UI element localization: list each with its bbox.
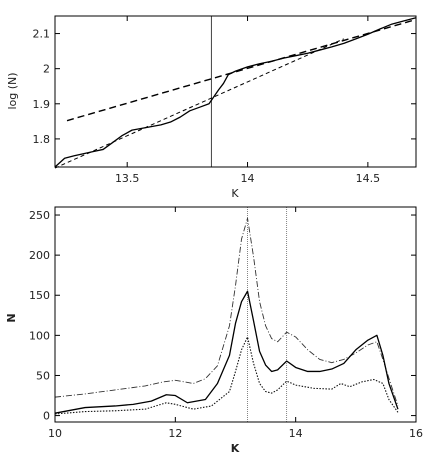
- top-y-tick-label: 2.1: [33, 28, 51, 41]
- bottom-vertical-lines: [247, 207, 288, 422]
- top-x-tick-label: 14: [241, 172, 255, 185]
- bottom-y-tick-label: 150: [29, 289, 50, 302]
- top-x-axis-label: K: [231, 187, 239, 200]
- bottom-series-line-0: [54, 217, 399, 407]
- top-series-line-1: [66, 18, 417, 122]
- top-series-line-2: [54, 38, 345, 169]
- bottom-x-tick-label: 16: [409, 427, 423, 440]
- top-panel: 13.5 14 14.5 1.8 1.9 2 2.1 K log (N): [6, 15, 417, 200]
- bottom-panel: 10 12 14 16 0 50 100 150 200 250 K N: [5, 206, 423, 455]
- top-y-tick-label: 1.9: [33, 98, 51, 111]
- bottom-series-line-2: [54, 336, 399, 415]
- top-y-tick-label: 2: [43, 63, 50, 76]
- top-x-tick-label: 14.5: [356, 172, 381, 185]
- bottom-y-tick-label: 0: [43, 410, 50, 423]
- bottom-x-axis-label: K: [231, 442, 240, 455]
- bottom-x-tick-label: 14: [289, 427, 303, 440]
- bottom-x-tick-label: 12: [168, 427, 182, 440]
- top-y-axis: 1.8 1.9 2 2.1: [33, 28, 416, 146]
- bottom-plot-frame: [54, 206, 417, 423]
- top-x-tick-label: 13.5: [115, 172, 140, 185]
- top-series-line-0: [54, 17, 417, 168]
- bottom-x-tick-label: 10: [48, 427, 62, 440]
- bottom-series-line-1: [54, 290, 399, 414]
- bottom-y-axis-label: N: [5, 313, 18, 322]
- bottom-y-tick-label: 250: [29, 209, 50, 222]
- top-x-axis: 13.5 14 14.5: [115, 16, 380, 185]
- top-y-tick-label: 1.8: [33, 133, 51, 146]
- bottom-x-axis: 10 12 14 16: [48, 207, 423, 440]
- top-y-axis-label: log (N): [6, 72, 19, 109]
- top-series: [54, 17, 417, 169]
- bottom-y-axis: 0 50 100 150 200 250: [29, 209, 416, 423]
- top-plot-frame: [54, 15, 417, 168]
- bottom-y-tick-label: 200: [29, 249, 50, 262]
- bottom-y-tick-label: 100: [29, 329, 50, 342]
- bottom-y-tick-label: 50: [36, 369, 50, 382]
- bottom-series: [54, 217, 399, 415]
